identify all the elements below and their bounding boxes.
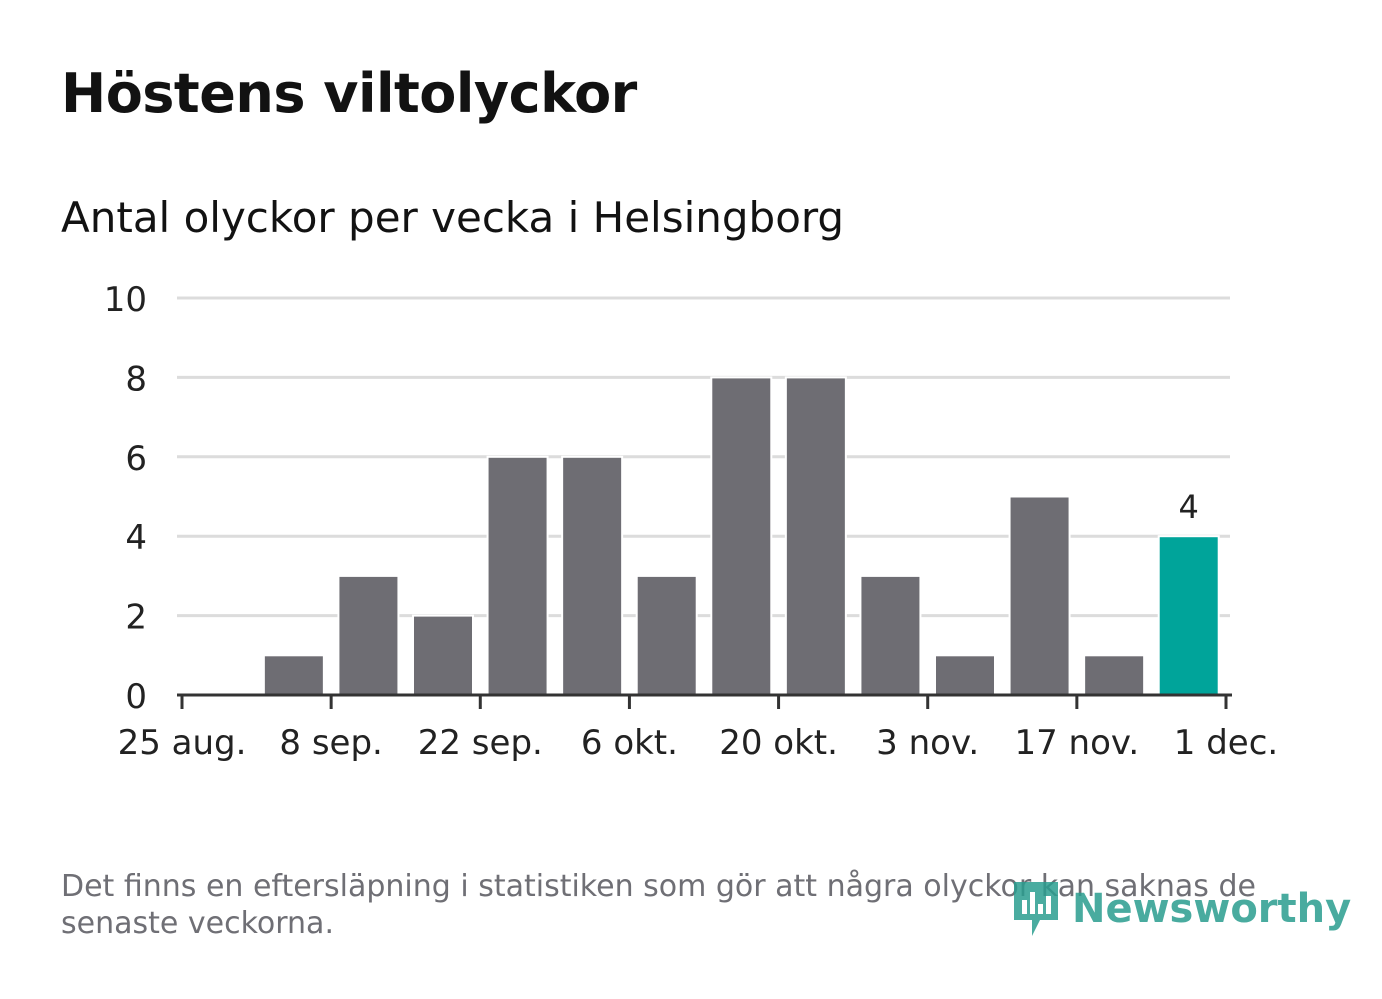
logo-text: Newsworthy	[1072, 886, 1352, 932]
x-axis	[177, 693, 1232, 709]
y-tick-label: 0	[125, 677, 147, 717]
x-tick-label: 8 sep.	[279, 723, 382, 763]
y-tick-label: 4	[125, 518, 147, 558]
bar	[710, 376, 773, 696]
annotations: 4	[1179, 488, 1199, 526]
x-tick-label: 1 dec.	[1174, 723, 1278, 763]
bar	[561, 455, 624, 696]
bar	[934, 654, 996, 696]
x-tick-label: 22 sep.	[418, 723, 543, 763]
x-axis-labels: 25 aug. 8 sep. 22 sep. 6 okt. 20 okt. 3 nov. 1…	[118, 723, 1279, 763]
data-label: 4	[1179, 488, 1199, 526]
y-tick-label: 10	[104, 280, 147, 320]
bar	[337, 574, 400, 697]
x-tick-label: 6 okt.	[581, 723, 678, 763]
y-tick-label: 6	[125, 439, 147, 479]
bar	[1083, 654, 1146, 696]
y-tick-label: 2	[125, 598, 147, 638]
x-tick-label: 20 okt.	[719, 723, 838, 763]
bar	[635, 574, 698, 697]
bar	[262, 654, 325, 696]
chart-subtitle: Antal olyckor per vecka i Helsingborg	[61, 193, 845, 242]
x-tick-label: 25 aug.	[118, 723, 247, 763]
x-tick-label: 3 nov.	[876, 723, 979, 763]
bars	[262, 376, 1220, 697]
newsworthy-logo: Newsworthy	[1010, 878, 1351, 940]
x-tick-label: 17 nov.	[1014, 723, 1139, 763]
y-axis-labels: 0 2 4 6 8 10	[104, 280, 147, 717]
bar	[1008, 495, 1071, 696]
y-tick-label: 8	[125, 359, 147, 399]
bar	[486, 455, 549, 696]
bar	[1157, 535, 1220, 697]
bar	[859, 574, 922, 697]
chart-title: Höstens viltolyckor	[61, 62, 637, 125]
bar	[412, 614, 474, 696]
newsworthy-logo-icon	[1014, 882, 1058, 936]
grid-lines	[177, 296, 1230, 618]
bar	[784, 376, 847, 696]
